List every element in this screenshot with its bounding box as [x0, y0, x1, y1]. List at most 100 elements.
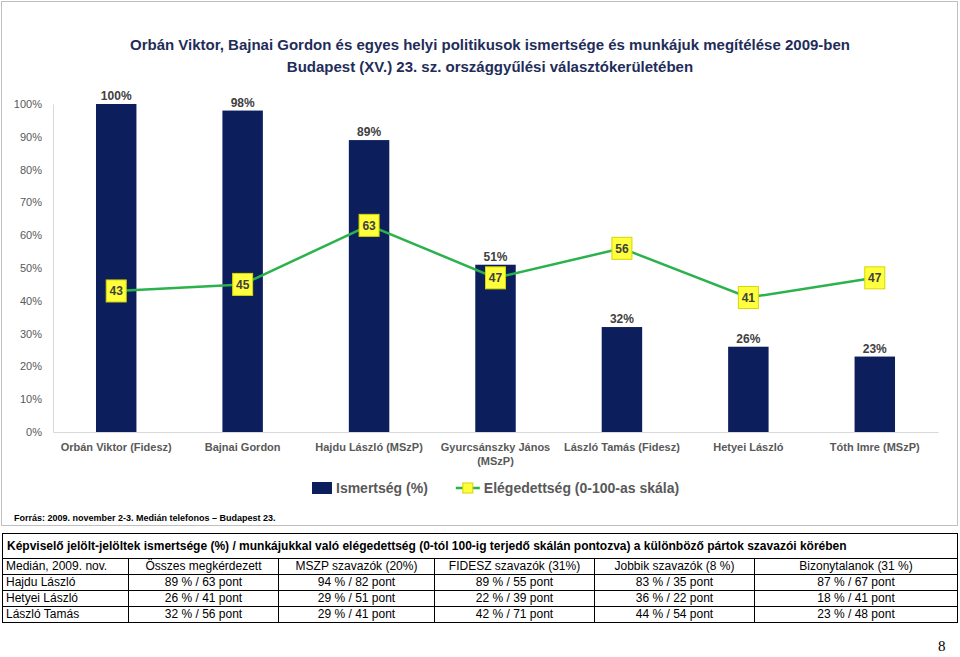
bar	[349, 140, 389, 432]
line-marker	[865, 267, 885, 289]
y-tick-label: 60%	[20, 229, 42, 241]
bar	[728, 347, 768, 432]
x-tick: Bajnai Gordon	[205, 432, 281, 453]
table-header-cell: MSZP szavazók (20%)	[279, 559, 435, 575]
table-caption: Képviselő jelölt-jelöltek ismertsége (%)…	[3, 534, 958, 559]
table-header-cell: FIDESZ szavazók (31%)	[435, 559, 595, 575]
table-cell: Hajdu László	[3, 575, 129, 591]
x-tick-label: Orbán Viktor (Fidesz)	[61, 441, 172, 453]
table-header-cell: Bizonytalanok (31 %)	[755, 559, 958, 575]
x-axis-line	[54, 432, 939, 433]
table-cell: 36 % / 22 pont	[595, 591, 755, 607]
line-marker	[738, 287, 758, 309]
y-tick: 30%	[20, 328, 53, 340]
table-header-cell: Összes megkérdezett	[129, 559, 279, 575]
y-tick: 50%	[20, 262, 53, 274]
table-cell: Hetyei László	[3, 591, 129, 607]
y-tick-label: 100%	[14, 98, 42, 110]
table-cell: 26 % / 41 pont	[129, 591, 279, 607]
table-cell: 18 % / 41 pont	[755, 591, 958, 607]
y-tick-label: 0%	[26, 426, 42, 438]
x-tick-label: László Tamás (Fidesz)	[564, 441, 680, 453]
table-cell: 32 % / 56 pont	[129, 607, 279, 623]
y-tick: 20%	[20, 360, 53, 372]
y-axis-line	[53, 105, 54, 433]
legend-marker	[463, 483, 473, 493]
chart-svg: Orbán Viktor, Bajnai Gordon és egyes hel…	[0, 0, 960, 528]
legend: Ismertség (%) Elégedettség (0-100-as skál…	[312, 480, 679, 496]
y-tick-label: 50%	[20, 262, 42, 274]
x-tick-label: Gyurcsánszky János(MSzP)	[441, 441, 550, 467]
bar-label: 100%	[101, 89, 132, 103]
bar	[475, 265, 515, 432]
table-cell: 42 % / 71 pont	[435, 607, 595, 623]
line-label: 45	[236, 278, 250, 292]
table-cell: 89 % / 63 pont	[129, 575, 279, 591]
y-tick-label: 80%	[20, 164, 42, 176]
line-label: 56	[615, 242, 629, 256]
legend-label: Elégedettség (0-100-as skála)	[484, 480, 679, 496]
y-tick-label: 70%	[20, 196, 42, 208]
bar-label: 26%	[736, 332, 760, 346]
x-tick: László Tamás (Fidesz)	[564, 432, 680, 453]
bar	[222, 111, 262, 432]
y-tick: 100%	[14, 98, 53, 110]
table-row: László Tamás32 % / 56 pont29 % / 41 pont…	[3, 607, 958, 623]
table-cell: 94 % / 82 pont	[279, 575, 435, 591]
table-cell: 29 % / 51 pont	[279, 591, 435, 607]
legend-swatch	[312, 482, 332, 494]
x-tick: Tóth Imre (MSzP)	[830, 432, 920, 453]
y-tick: 0%	[26, 426, 53, 438]
y-tick: 80%	[20, 164, 53, 176]
bar-label: 89%	[357, 125, 381, 139]
line-marker	[486, 267, 506, 289]
bar	[96, 104, 136, 432]
y-tick: 60%	[20, 229, 53, 241]
x-tick-label: Bajnai Gordon	[205, 441, 281, 453]
table-header-cell: Medián, 2009. nov.	[3, 559, 129, 575]
table-caption-row: Képviselő jelölt-jelöltek ismertsége (%)…	[3, 534, 958, 559]
y-tick: 40%	[20, 295, 53, 307]
x-tick: Gyurcsánszky János(MSzP)	[441, 432, 550, 467]
legend-item: Elégedettség (0-100-as skála)	[456, 480, 679, 496]
y-tick: 90%	[20, 131, 53, 143]
plot-marks	[96, 104, 895, 432]
legend-item: Ismertség (%)	[312, 480, 428, 496]
y-tick-label: 90%	[20, 131, 42, 143]
line-label: 63	[362, 219, 376, 233]
line-label: 47	[868, 271, 882, 285]
x-tick: Hetyei László	[713, 432, 784, 453]
bar	[602, 327, 642, 432]
page-number: 8	[938, 638, 946, 655]
x-tick: Orbán Viktor (Fidesz)	[61, 432, 172, 453]
y-tick: 70%	[20, 196, 53, 208]
table-cell: 22 % / 39 pont	[435, 591, 595, 607]
line-label: 41	[742, 291, 756, 305]
line	[116, 225, 875, 297]
data-labels: 100%98%89%51%32%26%23%43456347564147	[101, 89, 887, 356]
x-tick: Hajdu László (MSzP)	[315, 432, 423, 453]
table-header-cell: Jobbik szavazók (8 %)	[595, 559, 755, 575]
table-header-row: Medián, 2009. nov.Összes megkérdezettMSZ…	[3, 559, 958, 575]
chart-title: Orbán Viktor, Bajnai Gordon és egyes hel…	[130, 36, 850, 53]
table-row: Hetyei László26 % / 41 pont29 % / 51 pon…	[3, 591, 958, 607]
y-axis: 0% 10% 20% 30% 40% 50% 60% 70% 80% 90% 100%	[14, 98, 54, 438]
table-cell: 83 % / 35 pont	[595, 575, 755, 591]
table-cell: 23 % / 48 pont	[755, 607, 958, 623]
bar-label: 98%	[231, 96, 255, 110]
table-cell: 29 % / 41 pont	[279, 607, 435, 623]
y-tick: 10%	[20, 393, 53, 405]
y-tick-label: 30%	[20, 328, 42, 340]
x-tick-label: Hetyei László	[713, 441, 784, 453]
table-cell: 44 % / 54 pont	[595, 607, 755, 623]
table-row: Hajdu László89 % / 63 pont94 % / 82 pont…	[3, 575, 958, 591]
y-tick-label: 10%	[20, 393, 42, 405]
chart-subtitle: Budapest (XV.) 23. sz. országgyűlési vál…	[287, 58, 693, 75]
bar-label: 51%	[483, 250, 507, 264]
bar-label: 32%	[610, 312, 634, 326]
line-label: 47	[489, 271, 503, 285]
legend-label: Ismertség (%)	[336, 480, 428, 496]
table-cell: 89 % / 55 pont	[435, 575, 595, 591]
line-label: 43	[110, 284, 124, 298]
x-axis: Orbán Viktor (Fidesz) Bajnai Gordon Hajdu …	[54, 432, 939, 467]
